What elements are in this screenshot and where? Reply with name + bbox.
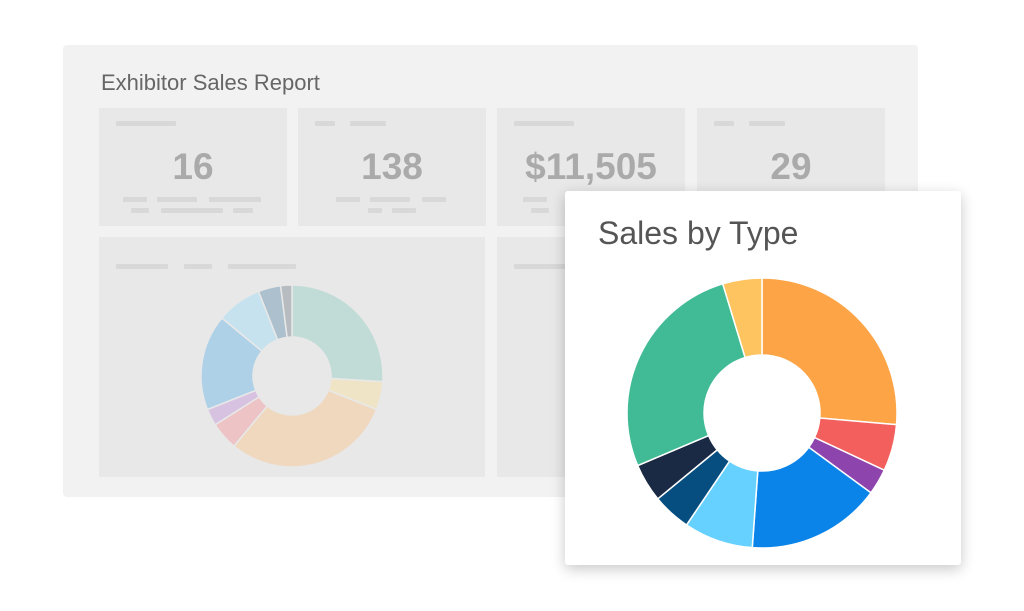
- chart-title: Sales by Type: [598, 215, 799, 251]
- donut-slice: [291, 284, 384, 383]
- donut-slice: [761, 277, 898, 426]
- report-title: Exhibitor Sales Report: [101, 70, 320, 95]
- donut-slice: [279, 284, 293, 339]
- stat-value: 138: [361, 146, 423, 187]
- stat-card: 16: [99, 108, 287, 226]
- stat-value: 29: [770, 146, 812, 187]
- sales-by-type-donut-chart: [626, 277, 898, 549]
- donut-slice: [751, 446, 872, 549]
- donut-slice: [232, 389, 378, 468]
- stat-card: 138: [298, 108, 486, 226]
- donut-slice: [721, 277, 763, 359]
- sales-by-type-card: Sales by Type: [565, 191, 961, 565]
- donut-slice: [626, 282, 747, 467]
- stat-value: $11,505: [525, 146, 657, 187]
- stat-value: 16: [172, 146, 214, 187]
